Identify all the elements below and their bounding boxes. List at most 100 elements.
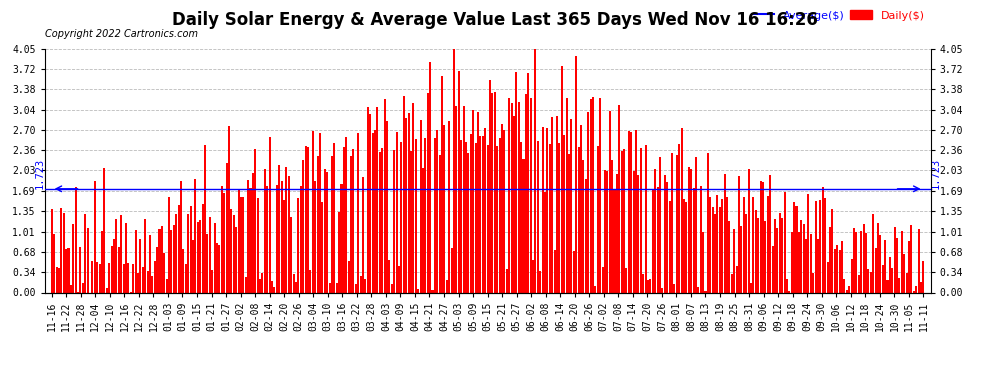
Bar — [79, 247, 81, 292]
Bar — [532, 260, 534, 292]
Bar — [206, 234, 209, 292]
Bar — [862, 224, 864, 292]
Bar — [103, 168, 106, 292]
Bar — [362, 177, 364, 292]
Bar — [722, 199, 724, 292]
Bar — [367, 107, 369, 292]
Text: Copyright 2022 Cartronics.com: Copyright 2022 Cartronics.com — [45, 29, 198, 39]
Bar — [712, 207, 714, 292]
Bar — [829, 227, 831, 292]
Bar — [278, 165, 280, 292]
Bar — [160, 226, 163, 292]
Bar — [331, 156, 333, 292]
Bar — [724, 174, 726, 292]
Bar — [599, 98, 601, 292]
Bar — [140, 239, 142, 292]
Bar — [582, 160, 584, 292]
Bar — [496, 146, 498, 292]
Bar — [825, 198, 827, 292]
Bar — [432, 290, 434, 292]
Bar — [484, 128, 486, 292]
Bar — [920, 282, 922, 292]
Bar — [185, 264, 187, 292]
Bar — [65, 249, 67, 292]
Bar — [450, 248, 452, 292]
Bar — [87, 228, 89, 292]
Bar — [528, 73, 530, 292]
Bar — [158, 229, 160, 292]
Bar — [879, 236, 881, 292]
Bar — [570, 119, 572, 292]
Bar — [817, 238, 819, 292]
Bar — [544, 192, 546, 292]
Bar — [84, 214, 86, 292]
Bar — [261, 273, 263, 292]
Bar — [640, 148, 642, 292]
Bar — [132, 264, 135, 292]
Bar — [719, 207, 721, 292]
Bar — [386, 121, 388, 292]
Bar — [381, 148, 383, 292]
Bar — [606, 171, 608, 292]
Bar — [649, 279, 651, 292]
Bar — [403, 96, 405, 292]
Bar — [860, 231, 862, 292]
Bar — [597, 146, 599, 292]
Bar — [515, 72, 518, 292]
Bar — [123, 264, 125, 292]
Bar — [62, 213, 64, 292]
Bar — [820, 200, 822, 292]
Bar — [563, 135, 565, 292]
Bar — [177, 205, 179, 292]
Bar — [142, 267, 144, 292]
Bar — [750, 283, 752, 292]
Bar — [771, 246, 773, 292]
Bar — [460, 140, 462, 292]
Bar — [341, 184, 343, 292]
Bar — [94, 181, 96, 292]
Bar — [405, 117, 407, 292]
Bar — [99, 264, 101, 292]
Bar — [305, 146, 307, 292]
Bar — [259, 279, 261, 292]
Bar — [841, 241, 843, 292]
Bar — [702, 232, 704, 292]
Bar — [666, 182, 668, 292]
Bar — [865, 233, 867, 292]
Bar — [779, 213, 781, 292]
Bar — [602, 267, 604, 292]
Bar — [503, 130, 505, 292]
Bar — [705, 291, 707, 292]
Bar — [889, 257, 891, 292]
Bar — [53, 234, 55, 292]
Bar — [74, 186, 76, 292]
Text: Daily Solar Energy & Average Value Last 365 Days Wed Nov 16 16:26: Daily Solar Energy & Average Value Last … — [172, 11, 818, 29]
Bar — [108, 263, 110, 292]
Bar — [568, 154, 570, 292]
Bar — [91, 261, 93, 292]
Bar — [676, 155, 678, 292]
Bar — [506, 270, 508, 292]
Bar — [197, 222, 199, 292]
Bar — [329, 282, 331, 292]
Bar — [251, 173, 253, 292]
Bar — [734, 229, 736, 292]
Bar — [312, 131, 314, 292]
Bar — [364, 279, 366, 292]
Bar — [726, 197, 728, 292]
Bar — [791, 232, 793, 292]
Bar — [805, 239, 807, 292]
Bar — [474, 143, 476, 292]
Bar — [558, 143, 560, 292]
Bar — [106, 288, 108, 292]
Bar — [700, 186, 702, 292]
Bar — [812, 273, 815, 292]
Bar — [307, 147, 309, 292]
Bar — [57, 268, 60, 292]
Bar — [477, 112, 479, 292]
Bar — [238, 189, 240, 292]
Bar — [145, 219, 147, 292]
Bar — [125, 223, 127, 292]
Bar — [439, 155, 441, 292]
Bar — [882, 265, 884, 292]
